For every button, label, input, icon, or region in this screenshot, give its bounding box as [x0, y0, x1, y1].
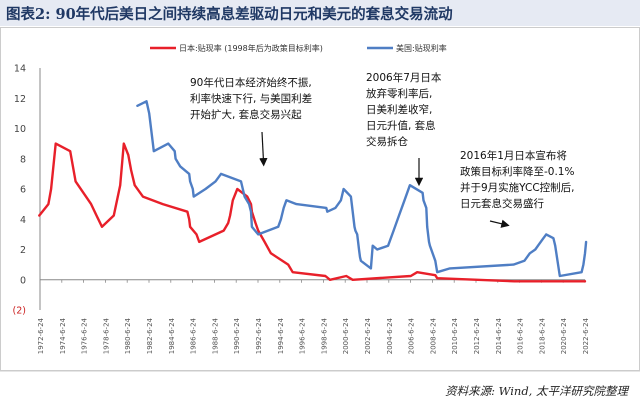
series-layer	[38, 100, 588, 283]
annotation-arrow	[259, 131, 268, 167]
x-tick-label: 2004-6-24	[386, 317, 394, 354]
annotation-text-line: 交易拆仓	[366, 135, 408, 148]
x-tick-label: 1976-6-24	[81, 317, 89, 354]
x-tick-label: 2022-6-24	[582, 317, 590, 354]
x-tick-label: 1990-6-24	[233, 317, 241, 354]
annotation-text-line: 利率快速下行, 与美国利差	[190, 92, 312, 105]
x-tick-label: 1994-6-24	[277, 317, 285, 354]
y-tick-label-negative: (2)	[13, 306, 26, 317]
annotation-box	[456, 147, 601, 217]
x-tick-label: 2014-6-24	[495, 317, 503, 354]
annotation-arrow	[489, 219, 510, 228]
x-tick-label: 1996-6-24	[299, 317, 307, 354]
annotation-text-line: 开始扩大, 套息交易兴起	[190, 108, 302, 121]
y-tick-label: 2	[20, 245, 26, 256]
y-tick-label: 10	[14, 124, 26, 135]
annotation-box	[362, 69, 465, 155]
x-tick-label: 1982-6-24	[146, 317, 154, 354]
annotation-text-line: 政策目标利率降至-0.1%	[460, 165, 574, 178]
x-tick-label: 2006-6-24	[408, 317, 416, 354]
series-line-us	[136, 100, 588, 278]
annotation-text-line: 日美利差收窄,	[366, 103, 432, 116]
chart-title: 图表2: 90年代后美日之间持续高息差驱动日元和美元的套息交易流动	[6, 5, 453, 23]
y-tick-label: 4	[20, 215, 26, 226]
source-note: 资料来源: Wind, 太平洋研究院整理	[445, 384, 629, 398]
x-tick-label: 1992-6-24	[255, 317, 263, 354]
legend-label-us: 美国:贴现利率	[396, 43, 447, 53]
x-tick-label: 2018-6-24	[538, 317, 546, 354]
y-tick-label: 14	[14, 64, 26, 75]
annotation-text-line: 日元升值, 套息	[366, 119, 436, 132]
x-tick-label: 2016-6-24	[517, 317, 525, 354]
y-tick-label: 6	[20, 185, 26, 196]
x-tick-label: 2020-6-24	[560, 317, 568, 354]
annotation-text-line: 放弃零利率后,	[366, 87, 432, 100]
x-tick-label: 2000-6-24	[342, 317, 350, 354]
x-tick-label: 1978-6-24	[102, 317, 110, 354]
x-tick-label: 1974-6-24	[59, 317, 67, 354]
legend-label-japan: 日本:贴现率 (1998年后为政策目标利率)	[179, 43, 323, 53]
legend: 日本:贴现率 (1998年后为政策目标利率) 美国:贴现利率	[150, 43, 447, 53]
series-line-japan	[38, 142, 587, 283]
x-tick-label: 1998-6-24	[320, 317, 328, 354]
annotation-box	[186, 74, 331, 128]
annotation-text-line: 日元套息交易盛行	[460, 197, 544, 210]
x-tick-label: 1986-6-24	[190, 317, 198, 354]
annotation-text-line: 2006年7月日本	[366, 71, 442, 84]
x-tick-label: 1972-6-24	[37, 317, 45, 354]
x-tick-label: 1980-6-24	[124, 317, 132, 354]
x-tick-label: 2010-6-24	[451, 317, 459, 354]
x-tick-label: 2008-6-24	[429, 317, 437, 354]
annotation-text-line: 2016年1月日本宣布将	[460, 149, 567, 162]
annotation-text-line: 90年代日本经济始终不振,	[190, 76, 312, 89]
x-tick-label: 2012-6-24	[473, 317, 481, 354]
x-tick-label: 2002-6-24	[364, 317, 372, 354]
axes: 0 2 4 6 8 10 12 14 (2) 1972-6-24 1974-6-24 1976-6-2…	[13, 64, 590, 355]
x-tick-label: 1984-6-24	[168, 317, 176, 354]
y-tick-label: 0	[20, 275, 26, 286]
y-tick-label: 8	[20, 154, 26, 165]
title-background	[0, 0, 640, 26]
x-tick-label: 1988-6-24	[211, 317, 219, 354]
y-tick-label: 12	[14, 94, 26, 105]
annotation-text-line: 并于9月实施YCC控制后,	[460, 181, 575, 194]
